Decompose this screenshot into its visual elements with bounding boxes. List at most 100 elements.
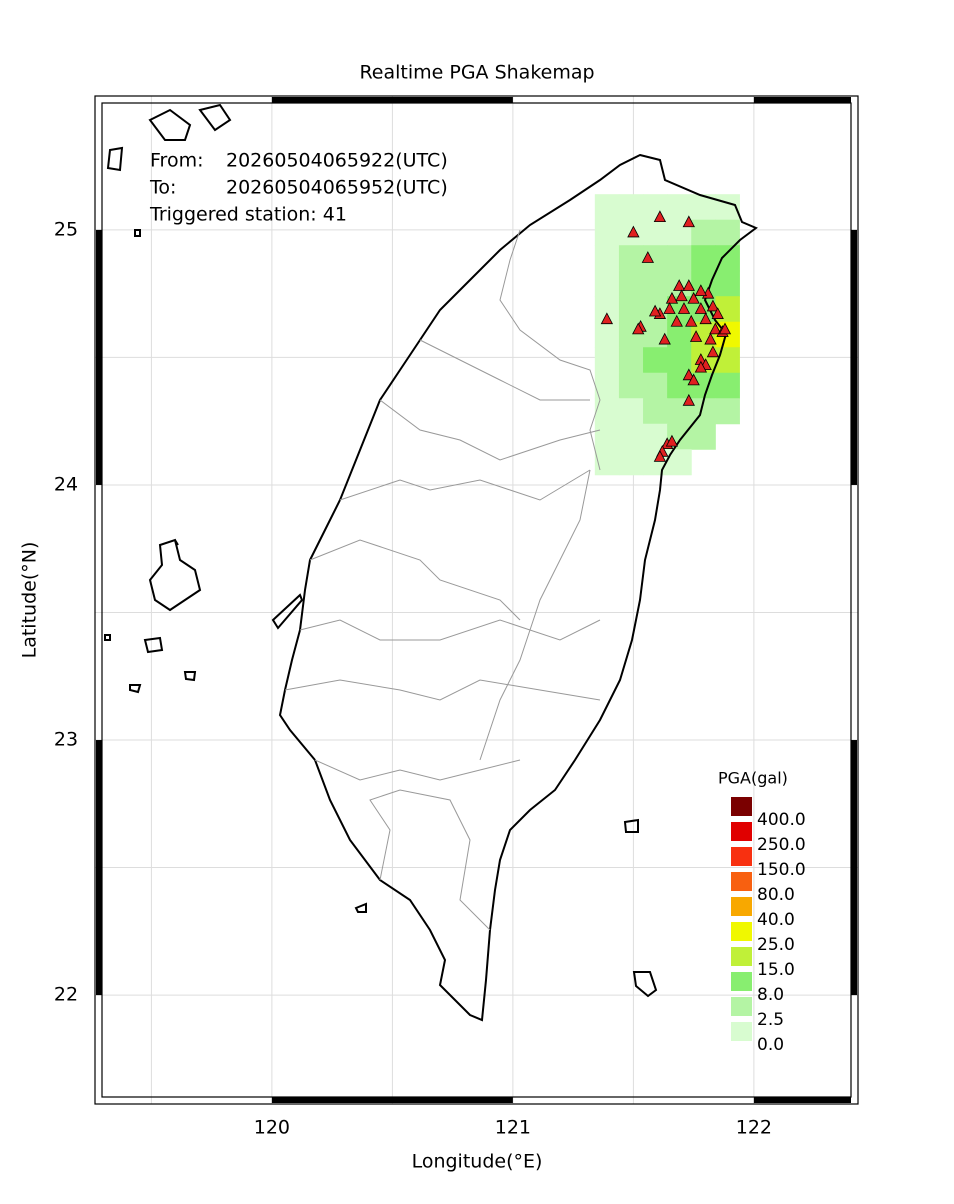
station-marker	[670, 314, 683, 327]
station-marker	[687, 373, 700, 386]
pga-cell	[594, 270, 620, 297]
pga-cell	[667, 347, 692, 374]
y-tick-label: 23	[54, 729, 78, 751]
station-marker	[632, 322, 645, 335]
station-marker	[699, 312, 712, 325]
legend-swatch	[731, 847, 752, 866]
legend-swatch	[731, 822, 752, 841]
pga-cell	[618, 245, 644, 272]
info-triggered: Triggered station: 41	[149, 204, 347, 226]
frame-bar	[851, 229, 857, 485]
station-marker	[675, 289, 688, 302]
pga-cell	[594, 347, 620, 374]
station-marker	[658, 332, 671, 345]
station-marker	[706, 299, 720, 312]
station-marker	[718, 322, 732, 335]
pga-cell	[594, 321, 620, 348]
county-border	[314, 759, 521, 781]
pga-cell	[594, 194, 620, 221]
pga-cell	[667, 194, 692, 221]
x-tick-label: 120	[254, 1117, 290, 1139]
legend-swatch	[731, 947, 752, 966]
pga-cell	[691, 219, 716, 246]
legend-label: 25.0	[757, 935, 795, 955]
penghu	[104, 538, 202, 694]
legend-swatch	[731, 1022, 752, 1041]
pga-cell	[715, 270, 740, 297]
info-to: 20260504065952(UTC)	[226, 177, 448, 199]
station-marker	[682, 215, 695, 228]
station-marker	[687, 291, 700, 304]
pga-cell	[618, 296, 644, 323]
station-marker	[641, 251, 655, 263]
legend-swatch	[731, 872, 752, 891]
x-tick-label: 121	[495, 1117, 531, 1139]
station-marker	[694, 302, 708, 314]
pga-cell	[594, 219, 620, 246]
station-marker	[665, 434, 679, 447]
station-marker	[653, 450, 667, 462]
pga-cell	[618, 347, 644, 374]
green-island	[623, 818, 639, 833]
pga-cell	[594, 245, 620, 272]
pga-cell	[715, 245, 740, 272]
y-tick-label: 22	[54, 984, 78, 1006]
station-marker	[673, 279, 686, 291]
turtle-island	[271, 593, 304, 630]
pga-cell	[643, 347, 668, 374]
frame-bar	[753, 1097, 851, 1103]
pga-cell	[643, 194, 668, 221]
x-axis-label: Longitude(°E)	[412, 1151, 543, 1173]
station-marker	[663, 302, 676, 314]
matsu	[106, 103, 232, 237]
map-title: Realtime PGA Shakemap	[359, 62, 594, 84]
info-from-label: From:	[150, 150, 203, 172]
y-tick-label: 25	[54, 218, 78, 240]
county-borders	[284, 229, 601, 931]
pga-cell	[618, 194, 644, 221]
station-marker	[682, 393, 695, 406]
pga-cell	[691, 245, 716, 272]
station-marker	[682, 368, 695, 381]
liuqiu	[354, 902, 367, 913]
pga-cell	[643, 270, 668, 297]
legend-label: 80.0	[757, 885, 795, 905]
legend-label: 150.0	[757, 860, 806, 880]
pga-cell	[618, 270, 644, 297]
y-tick-label: 24	[54, 473, 78, 495]
info-to-label: To:	[149, 177, 176, 199]
frame-bar	[271, 97, 513, 103]
station-marker	[677, 302, 691, 314]
pga-cell	[643, 219, 668, 246]
station-marker	[653, 210, 667, 223]
station-marker	[709, 322, 722, 335]
county-border	[339, 469, 591, 501]
info-from: 20260504065922(UTC)	[226, 150, 448, 172]
legend-swatch	[731, 922, 752, 941]
legend-label: 40.0	[757, 910, 795, 930]
county-border	[499, 229, 601, 471]
county-border	[309, 539, 521, 621]
pga-cell	[667, 245, 692, 272]
station-marker	[704, 332, 717, 345]
station-marker	[665, 291, 679, 304]
x-tick-label: 122	[736, 1117, 772, 1139]
frame-bar	[271, 1097, 513, 1103]
pga-cell	[594, 449, 620, 476]
frame-bar	[96, 740, 102, 996]
pga-cell	[618, 398, 644, 425]
county-border	[284, 679, 601, 701]
y-axis-label: Latitude(°N)	[19, 542, 41, 659]
station-marker	[600, 312, 614, 325]
legend-swatch	[731, 797, 752, 816]
pga-cell	[594, 423, 620, 450]
legend-label: 15.0	[757, 960, 795, 980]
legend-swatch	[731, 997, 752, 1016]
station-marker	[694, 360, 708, 373]
orchid-island	[632, 971, 658, 998]
pga-cell	[715, 219, 740, 246]
pga-cell	[618, 423, 644, 450]
legend-label: 0.0	[757, 1035, 784, 1055]
